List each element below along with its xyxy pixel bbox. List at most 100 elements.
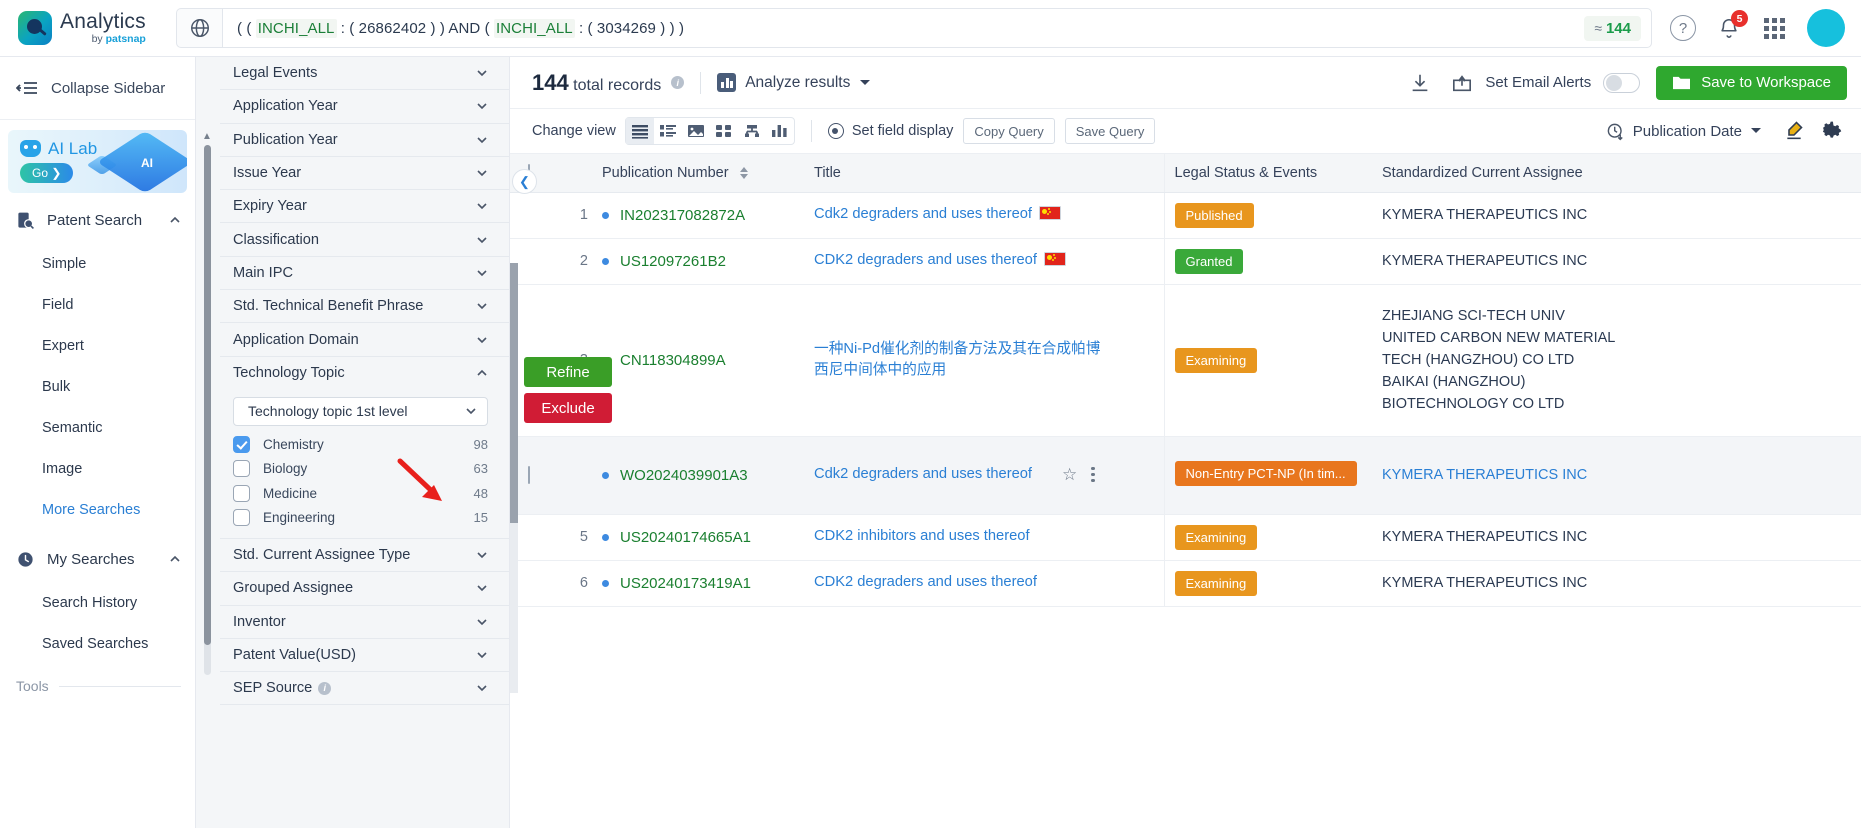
filter-scrollbar[interactable] [204, 145, 211, 675]
table-row[interactable]: WO2024039901A3 Cdk2 degraders and uses t… [510, 436, 1861, 515]
checkbox-engineering[interactable] [233, 509, 250, 527]
technology-topic-level-select[interactable]: Technology topic 1st level [233, 396, 488, 426]
filter-application-domain[interactable]: Application Domain [220, 323, 509, 357]
filter-grouped-assignee[interactable]: Grouped Assignee [220, 572, 509, 606]
save-query-button[interactable]: Save Query [1064, 118, 1156, 144]
sidebar-item-simple[interactable]: Simple [42, 255, 87, 272]
set-email-alerts[interactable]: Set Email Alerts [1451, 72, 1641, 93]
ai-lab-banner[interactable]: AI Lab Go ❯ AI [8, 130, 187, 193]
gear-icon[interactable] [1822, 119, 1843, 143]
help-icon[interactable]: ? [1670, 15, 1696, 41]
logo[interactable]: Analytics by patsnap [0, 11, 170, 45]
save-to-workspace-button[interactable]: Save to Workspace [1656, 65, 1847, 100]
email-alerts-toggle[interactable] [1603, 72, 1641, 93]
filter-application-year[interactable]: Application Year [220, 90, 509, 124]
results-scrollbar[interactable] [510, 263, 518, 693]
view-tree-icon[interactable] [738, 118, 766, 144]
sidebar-item-search-history[interactable]: Search History [42, 594, 138, 611]
publication-number-link[interactable]: IN202317082872A [620, 206, 746, 224]
sidebar-group-my-searches[interactable]: My Searches [0, 536, 195, 582]
filter-technology-topic[interactable]: Technology Topic [220, 357, 509, 390]
chevron-down-icon [477, 203, 487, 210]
table-row[interactable]: 5 US20240174665A1 CDK2 inhibitors and us… [510, 514, 1861, 561]
filter-legal-events[interactable]: Legal Events [220, 57, 509, 91]
filter-scroll-up-icon[interactable]: ▲ [202, 131, 212, 142]
sidebar-item-saved-searches[interactable]: Saved Searches [42, 635, 149, 652]
star-icon[interactable]: ☆ [1062, 464, 1078, 484]
publication-number-link[interactable]: US20240173419A1 [620, 574, 751, 592]
filter-main-ipc[interactable]: Main IPC [220, 257, 509, 291]
top-bar: Analytics by patsnap ( ( INCHI_ALL : ( 2… [0, 0, 1861, 57]
copy-query-button[interactable]: Copy Query [963, 118, 1055, 144]
title-link[interactable]: CDK2 inhibitors and uses thereof [814, 528, 1030, 545]
publication-number-link[interactable]: CN118304899A [620, 351, 726, 369]
table-row[interactable]: 2 US12097261B2 CDK2 degraders and uses t… [510, 238, 1861, 285]
view-list-icon[interactable] [625, 118, 654, 144]
view-chart-icon[interactable] [766, 118, 794, 144]
collapse-sidebar-button[interactable]: Collapse Sidebar [0, 57, 195, 120]
avatar[interactable] [1807, 9, 1845, 47]
publication-number-header[interactable]: Publication Number [592, 154, 804, 193]
sidebar-item-field[interactable]: Field [42, 296, 74, 313]
row-checkbox[interactable] [528, 466, 530, 484]
more-vertical-icon[interactable] [1091, 466, 1095, 483]
title-link[interactable]: 一种Ni-Pd催化剂的制备方法及其在合成帕博西尼中间体中的应用 [814, 340, 1101, 378]
filter-expiry-year[interactable]: Expiry Year [220, 190, 509, 224]
ai-lab-go-button[interactable]: Go ❯ [20, 163, 74, 183]
sidebar-group-patent-search[interactable]: Patent Search [0, 197, 195, 243]
assignee-header-label: Standardized Current Assignee [1382, 164, 1583, 181]
refine-button[interactable]: Refine [524, 357, 612, 387]
download-icon[interactable] [1409, 72, 1431, 94]
sidebar-item-expert[interactable]: Expert [42, 337, 84, 354]
publication-number-link[interactable]: US12097261B2 [620, 252, 726, 270]
title-link[interactable]: CDK2 degraders and uses thereof [814, 252, 1037, 269]
sidebar-item-semantic[interactable]: Semantic [42, 419, 103, 436]
sort-toggle-icon[interactable] [739, 166, 748, 179]
title-link[interactable]: Cdk2 degraders and uses thereof [814, 206, 1033, 223]
info-icon[interactable]: i [671, 76, 685, 89]
info-icon[interactable]: i [318, 681, 332, 695]
sort-publication-date-button[interactable]: Publication Date [1606, 122, 1762, 141]
highlighter-icon[interactable] [1784, 120, 1804, 143]
title-link[interactable]: Cdk2 degraders and uses thereof [814, 466, 1033, 483]
filter-publication-year[interactable]: Publication Year [220, 124, 509, 157]
filter-option-engineering[interactable]: Engineering 15 [220, 505, 509, 530]
results-scrollbar-thumb[interactable] [510, 263, 518, 523]
filter-sep-source[interactable]: SEP Source i [220, 672, 509, 706]
table-row[interactable]: 6 US20240173419A1 CDK2 degraders and use… [510, 560, 1861, 607]
title-link[interactable]: CDK2 degraders and uses thereof [814, 574, 1037, 591]
view-image-icon[interactable] [682, 118, 710, 144]
checkbox-medicine[interactable] [233, 484, 250, 502]
table-header-row: Publication Number Title Legal Status & … [510, 154, 1861, 193]
globe-icon[interactable] [176, 8, 222, 48]
filter-inventor[interactable]: Inventor [220, 606, 509, 639]
checkbox-chemistry[interactable] [233, 435, 250, 453]
filter-scrollbar-thumb[interactable] [204, 145, 211, 645]
publication-number-link[interactable]: US20240174665A1 [620, 528, 751, 546]
analyze-results-button[interactable]: Analyze results [717, 73, 871, 92]
sidebar-item-bulk[interactable]: Bulk [42, 378, 71, 395]
filter-option-biology[interactable]: Biology 63 [220, 456, 509, 481]
publication-number-link[interactable]: WO2024039901A3 [620, 466, 748, 484]
table-row[interactable]: 3 CN118304899A 一种Ni-Pd催化剂的制备方法及其在合成帕博西尼中… [510, 284, 1861, 437]
assignee-name[interactable]: KYMERA THERAPEUTICS INC [1382, 466, 1588, 483]
table-row[interactable]: 1 IN202317082872A Cdk2 degraders and use… [510, 192, 1861, 239]
filter-issue-year[interactable]: Issue Year [220, 157, 509, 191]
view-detail-list-icon[interactable] [654, 118, 682, 144]
set-field-display-button[interactable]: Set field display [827, 123, 953, 139]
filter-option-chemistry[interactable]: Chemistry 98 [220, 432, 509, 457]
collapse-filters-handle[interactable]: ❮ [512, 169, 537, 194]
filter-std-technical-benefit-phrase[interactable]: Std. Technical Benefit Phrase [220, 290, 509, 324]
view-card-icon[interactable] [710, 118, 738, 144]
sidebar-item-image[interactable]: Image [42, 460, 83, 477]
filter-option-medicine[interactable]: Medicine 48 [220, 481, 509, 506]
checkbox-biology[interactable] [233, 460, 250, 478]
filter-classification[interactable]: Classification [220, 223, 509, 257]
notifications-bell-icon[interactable]: 5 [1718, 10, 1748, 41]
filter-patent-value-usd[interactable]: Patent Value(USD) [220, 639, 509, 673]
exclude-button[interactable]: Exclude [524, 393, 612, 423]
grid-apps-icon[interactable] [1764, 17, 1785, 39]
filter-std-current-assignee-type[interactable]: Std. Current Assignee Type [220, 539, 509, 573]
sidebar-item-more-searches[interactable]: More Searches [42, 501, 141, 518]
search-query-input[interactable]: ( ( INCHI_ALL : ( 26862402 ) ) AND ( INC… [222, 8, 1652, 48]
